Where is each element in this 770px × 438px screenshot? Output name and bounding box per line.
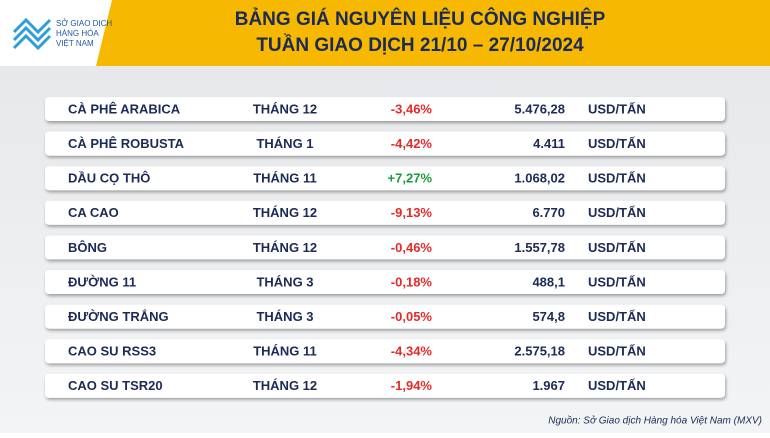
contract-month: THÁNG 3 [256, 274, 313, 289]
price: 4.411 [533, 136, 565, 151]
change: -0,18% [391, 274, 433, 289]
header-band [0, 0, 770, 66]
logo-text: SỞ GIAO DỊCH [56, 19, 112, 28]
change: -9,13% [391, 205, 433, 220]
price: 1.967 [532, 378, 565, 393]
change: -3,46% [391, 101, 433, 116]
contract-month: THÁNG 12 [253, 240, 317, 255]
unit: USD/TẤN [588, 240, 646, 255]
title: TUẦN GIAO DỊCH 21/10 – 27/10/2024 [256, 34, 584, 56]
logo-text: HÀNG HÓA [56, 29, 99, 38]
logo-icon [12, 17, 52, 51]
table-row [45, 304, 725, 329]
unit: USD/TẤN [588, 205, 646, 220]
table-row [45, 166, 725, 191]
price: 488,1 [532, 274, 565, 289]
contract-month: THÁNG 11 [253, 171, 317, 186]
table-row [45, 373, 725, 398]
contract-month: THÁNG 12 [253, 101, 317, 116]
commodity: CÀ PHÊ ARABICA [68, 101, 181, 116]
commodity: ĐƯỜNG 11 [68, 274, 136, 289]
commodity: ĐƯỜNG TRẮNG [68, 309, 169, 324]
unit: USD/TẤN [588, 101, 646, 116]
contract-month: THÁNG 12 [253, 205, 317, 220]
logo-text: VIỆT NAM [56, 39, 94, 48]
table-row [45, 97, 725, 121]
price: 6.770 [532, 205, 565, 220]
contract-month: THÁNG 3 [256, 309, 313, 324]
logo-panel [0, 0, 112, 66]
unit: USD/TẤN [588, 171, 646, 186]
table-row [45, 200, 725, 225]
unit: USD/TẤN [588, 309, 646, 324]
price: 2.575,18 [514, 344, 565, 359]
price: 1.068,02 [514, 171, 565, 186]
price: 5.476,28 [514, 101, 565, 116]
change: -4,42% [391, 136, 433, 151]
price: 574,8 [532, 309, 565, 324]
change: +7,27% [388, 171, 433, 186]
table-row [45, 131, 725, 156]
table: CÀ PHÊ ARABICA THÁNG 12 -3,46% 5.476,28 USD/… [45, 97, 725, 398]
commodity: CAO SU RSS3 [68, 344, 156, 359]
unit: USD/TẤN [588, 136, 646, 151]
change: -0,05% [391, 309, 433, 324]
commodity: CAO SU TSR20 [68, 378, 163, 393]
unit: USD/TẤN [588, 344, 646, 359]
table-row [45, 270, 725, 294]
change: -4,34% [391, 344, 433, 359]
commodity: CA CAO [68, 205, 119, 220]
unit: USD/TẤN [588, 378, 646, 393]
title: BẢNG GIÁ NGUYÊN LIỆU CÔNG NGHIỆP [235, 8, 606, 30]
contract-month: THÁNG 12 [253, 378, 317, 393]
commodity: BÔNG [68, 240, 107, 255]
source: Nguồn: Sở Giao dịch Hàng hóa Việt Nam (M… [548, 415, 762, 427]
price: 1.557,78 [514, 240, 565, 255]
change: -0,46% [391, 240, 433, 255]
table-row [45, 235, 725, 260]
unit: USD/TẤN [588, 274, 646, 289]
contract-month: THÁNG 1 [256, 136, 313, 151]
contract-month: THÁNG 11 [253, 344, 317, 359]
table-row [45, 339, 725, 364]
change: -1,94% [391, 378, 433, 393]
commodity: CÀ PHÊ ROBUSTA [68, 136, 185, 151]
commodity: DẦU CỌ THÔ [68, 171, 150, 186]
